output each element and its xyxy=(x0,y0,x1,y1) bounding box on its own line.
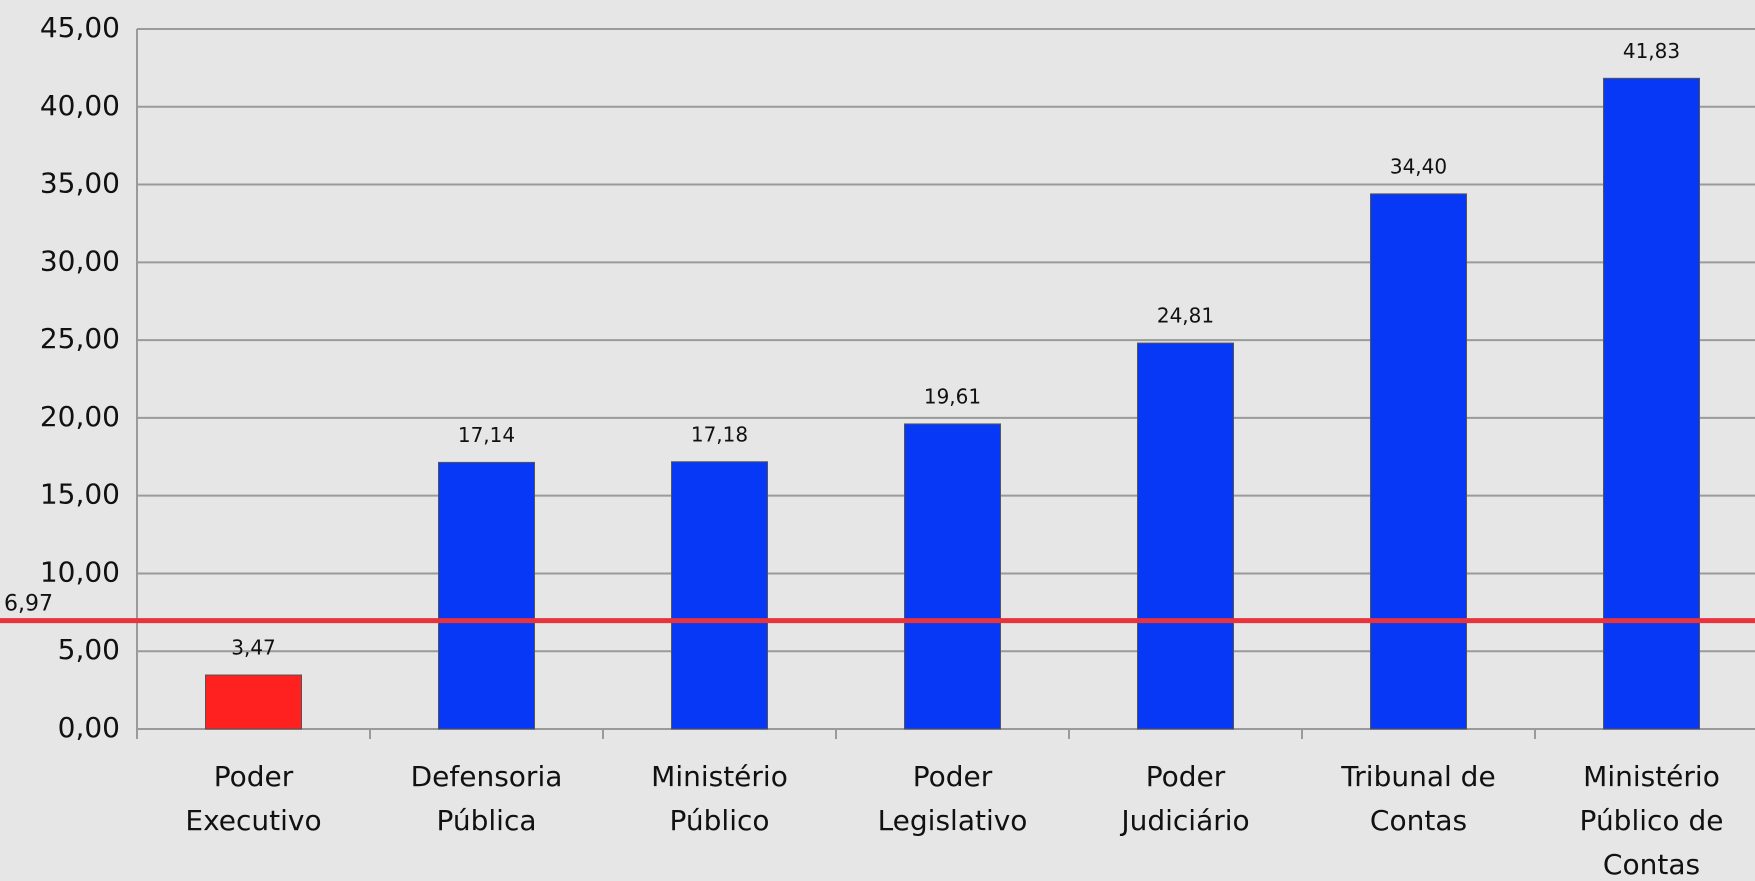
y-tick-label: 25,00 xyxy=(40,322,120,355)
x-tick-label: Ministério Público xyxy=(651,760,788,837)
bar xyxy=(671,461,768,730)
y-tick-label: 45,00 xyxy=(40,11,120,44)
x-tick-label: Poder Legislativo xyxy=(877,760,1028,837)
data-label: 24,81 xyxy=(1157,304,1214,328)
bar xyxy=(904,423,1001,730)
y-tick-label: 0,00 xyxy=(58,711,120,744)
x-tick-label: Defensoria Pública xyxy=(410,760,563,837)
bar xyxy=(438,461,535,730)
y-tick-label: 5,00 xyxy=(58,633,120,666)
y-tick-label: 30,00 xyxy=(40,244,120,277)
x-tick-label: Ministério Público de Contas xyxy=(1579,760,1724,881)
reference-label: 6,97 xyxy=(4,592,53,617)
bar xyxy=(1603,77,1700,730)
y-tick-label: 40,00 xyxy=(40,89,120,122)
x-tick-label: Poder Judiciário xyxy=(1121,760,1250,837)
data-label: 19,61 xyxy=(924,384,981,408)
data-label: 3,47 xyxy=(231,636,276,660)
y-tick-label: 10,00 xyxy=(40,555,120,588)
bar xyxy=(1137,342,1234,730)
x-tick-label: Poder Executivo xyxy=(185,760,322,837)
bar xyxy=(1370,193,1467,730)
data-label: 41,83 xyxy=(1623,39,1680,63)
y-tick-label: 20,00 xyxy=(40,400,120,433)
y-tick-label: 15,00 xyxy=(40,478,120,511)
data-label: 17,14 xyxy=(458,423,515,447)
x-tick-label: Tribunal de Contas xyxy=(1341,760,1496,837)
y-tick-label: 35,00 xyxy=(40,167,120,200)
data-label: 34,40 xyxy=(1390,154,1447,178)
bar xyxy=(205,674,302,730)
data-label: 17,18 xyxy=(691,422,748,446)
